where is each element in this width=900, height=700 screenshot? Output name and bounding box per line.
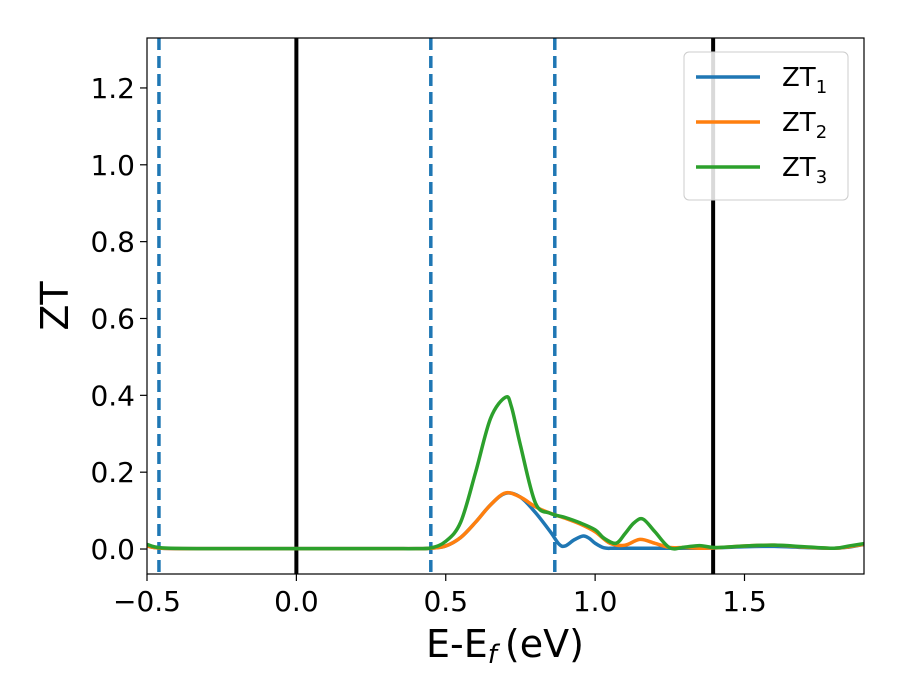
legend-label-zt3: ZT3 [782, 153, 827, 188]
series-line-zt3 [147, 395, 864, 551]
y-tick-label: 0.2 [90, 456, 135, 489]
x-axis: −0.5 0.0 0.5 1.0 1.5 [113, 574, 767, 618]
legend-label-subscript: 2 [816, 122, 827, 143]
legend-label-subscript: 3 [816, 167, 827, 188]
plot-frame [146, 37, 865, 575]
series-line-zt1 [147, 491, 864, 551]
x-tick-label: 0.0 [274, 585, 319, 618]
x-tick-label: 1.0 [573, 585, 618, 618]
legend-label-subscript: 1 [816, 77, 827, 98]
x-axis-title: E-Ef (eV) [426, 622, 584, 670]
x-tick-label: 0.5 [423, 585, 468, 618]
y-tick-label: 0.6 [90, 302, 135, 335]
reference-lines [157, 38, 716, 574]
y-tick-label: 0.0 [90, 533, 135, 566]
y-tick-label: 0.4 [90, 379, 135, 412]
series-line-zt2 [147, 490, 864, 551]
y-tick-label: 1.2 [90, 72, 135, 105]
y-axis-title: ZT [33, 281, 77, 331]
x-axis-title-main: E-E [426, 622, 488, 666]
legend-box [683, 51, 849, 201]
x-axis-title-subscript: f [488, 640, 501, 670]
x-axis-title-unit: (eV) [505, 622, 584, 666]
legend-label-main: ZT [782, 108, 816, 138]
y-tick-label: 1.0 [90, 149, 135, 182]
x-tick-label: −0.5 [113, 585, 181, 618]
legend-label-main: ZT [782, 63, 816, 93]
legend-label-main: ZT [782, 153, 816, 183]
y-axis: 0.0 0.2 0.4 0.6 0.8 1.0 1.2 [90, 72, 147, 566]
legend-label-zt2: ZT2 [782, 108, 827, 143]
y-tick-label: 0.8 [90, 226, 135, 259]
legend-label-zt1: ZT1 [782, 63, 827, 98]
x-tick-label: 1.5 [722, 585, 767, 618]
series-layer [147, 395, 864, 551]
